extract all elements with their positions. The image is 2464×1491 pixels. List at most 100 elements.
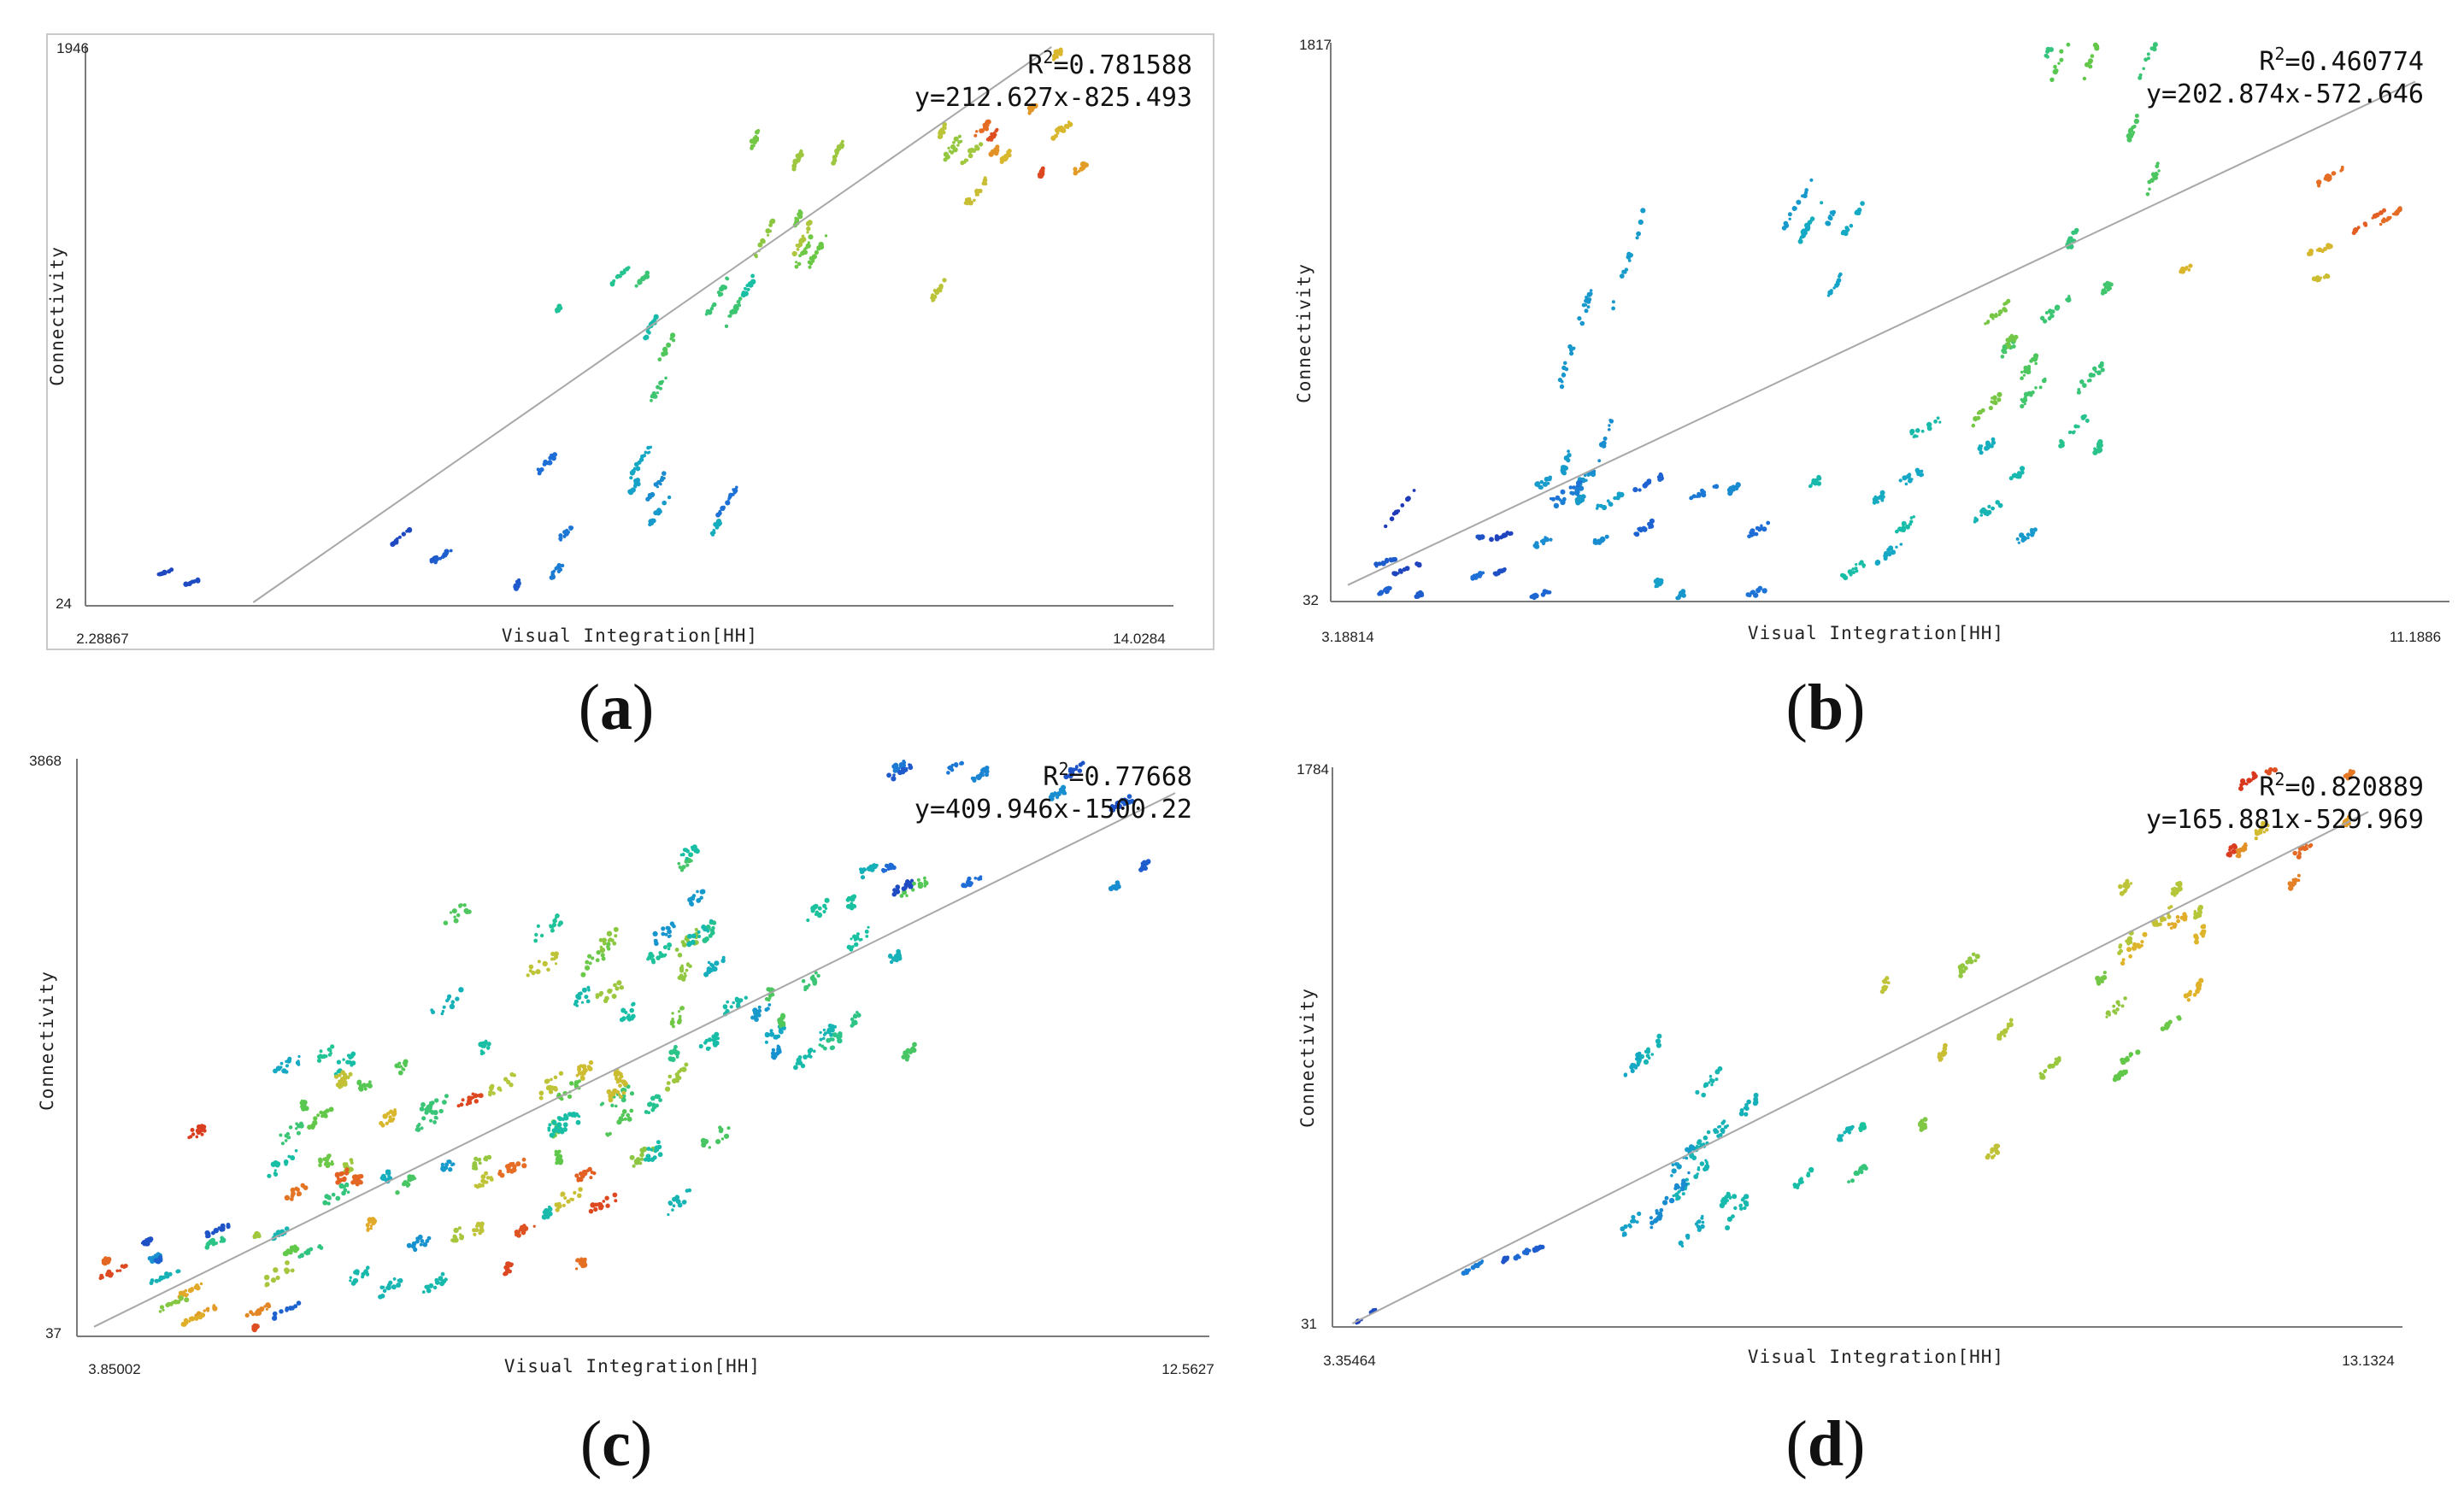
data-point bbox=[1597, 459, 1602, 463]
data-point bbox=[598, 937, 603, 942]
data-point bbox=[184, 1288, 188, 1293]
data-point bbox=[705, 308, 711, 314]
data-point bbox=[482, 1179, 486, 1184]
data-point bbox=[2178, 882, 2183, 887]
data-point bbox=[661, 931, 666, 936]
data-point bbox=[2158, 922, 2162, 926]
data-point bbox=[768, 229, 772, 233]
data-point bbox=[344, 1171, 350, 1176]
data-point bbox=[415, 1124, 420, 1129]
data-point bbox=[2067, 296, 2071, 300]
data-point bbox=[899, 894, 904, 898]
data-point bbox=[715, 512, 720, 518]
data-point bbox=[1744, 1103, 1749, 1107]
data-point bbox=[852, 934, 857, 939]
data-point bbox=[1708, 1074, 1713, 1078]
data-point bbox=[767, 998, 771, 1002]
data-point bbox=[195, 1135, 199, 1139]
data-point bbox=[368, 1219, 371, 1223]
data-point bbox=[1909, 516, 1914, 520]
data-point bbox=[265, 1307, 268, 1311]
data-point bbox=[451, 1237, 456, 1243]
data-point bbox=[566, 1199, 571, 1204]
data-point bbox=[700, 889, 706, 895]
data-point bbox=[768, 1031, 775, 1037]
data-point bbox=[2177, 885, 2181, 889]
data-point bbox=[290, 1155, 296, 1160]
regression-line bbox=[252, 46, 1052, 603]
data-point bbox=[2325, 173, 2331, 179]
data-point bbox=[1900, 526, 1907, 533]
data-point bbox=[573, 1083, 577, 1087]
data-point bbox=[720, 505, 726, 512]
data-point bbox=[683, 971, 686, 975]
data-point bbox=[294, 1148, 298, 1153]
data-point bbox=[885, 863, 889, 868]
data-point bbox=[392, 1277, 397, 1281]
data-point bbox=[1722, 1119, 1726, 1124]
y-max-tick: 1817 bbox=[1299, 37, 1332, 53]
data-point bbox=[1702, 1084, 1707, 1089]
data-point bbox=[282, 1251, 288, 1257]
data-point bbox=[555, 1160, 559, 1165]
data-point bbox=[2022, 373, 2026, 377]
data-point bbox=[580, 1001, 585, 1004]
data-point bbox=[764, 1032, 770, 1038]
data-point bbox=[619, 1076, 622, 1080]
data-point bbox=[743, 291, 749, 296]
data-point bbox=[2131, 132, 2135, 136]
data-point bbox=[646, 1147, 651, 1151]
data-point bbox=[994, 129, 998, 133]
x-max-tick: 13.1324 bbox=[2342, 1353, 2394, 1369]
data-point bbox=[1979, 444, 1984, 448]
data-point bbox=[526, 973, 530, 977]
data-point bbox=[1685, 1233, 1691, 1239]
data-point bbox=[1142, 860, 1147, 866]
data-point bbox=[489, 1086, 494, 1091]
data-point bbox=[2115, 1007, 2120, 1011]
data-point bbox=[629, 476, 633, 480]
data-point bbox=[122, 1265, 126, 1269]
data-point bbox=[317, 1054, 321, 1060]
data-point bbox=[752, 1007, 758, 1013]
data-point bbox=[1032, 103, 1038, 109]
data-point bbox=[1592, 537, 1597, 543]
x-max-tick: 11.1886 bbox=[2390, 629, 2441, 645]
data-point bbox=[476, 1223, 480, 1226]
data-point bbox=[1562, 361, 1567, 366]
data-point bbox=[351, 1175, 356, 1179]
data-point bbox=[797, 262, 801, 266]
data-point bbox=[478, 1161, 482, 1165]
data-point bbox=[285, 1260, 290, 1265]
data-point bbox=[768, 223, 773, 227]
data-point bbox=[614, 1199, 618, 1203]
data-point bbox=[952, 147, 958, 153]
data-point bbox=[2193, 909, 2196, 913]
data-point bbox=[1647, 1056, 1651, 1060]
data-point bbox=[2177, 1015, 2181, 1019]
data-point bbox=[964, 197, 970, 203]
data-point bbox=[932, 288, 937, 293]
data-point bbox=[184, 1297, 190, 1303]
data-point bbox=[1860, 201, 1865, 206]
data-point bbox=[2394, 213, 2397, 216]
data-point bbox=[634, 284, 638, 288]
data-point bbox=[607, 938, 612, 942]
data-point bbox=[602, 941, 607, 946]
data-point bbox=[162, 572, 166, 575]
x-min-tick: 3.85002 bbox=[88, 1361, 140, 1377]
data-point bbox=[613, 1070, 619, 1075]
data-point bbox=[1804, 226, 1809, 232]
data-point bbox=[721, 955, 726, 960]
data-point bbox=[796, 248, 800, 251]
data-point bbox=[1849, 224, 1854, 228]
data-point bbox=[333, 1074, 339, 1079]
data-point bbox=[451, 908, 457, 914]
data-point bbox=[503, 1077, 509, 1082]
data-point bbox=[434, 1098, 439, 1103]
data-point bbox=[2012, 338, 2017, 343]
data-point bbox=[688, 852, 693, 857]
data-point bbox=[587, 1166, 592, 1172]
data-point bbox=[1908, 476, 1911, 480]
data-point bbox=[2118, 943, 2123, 948]
